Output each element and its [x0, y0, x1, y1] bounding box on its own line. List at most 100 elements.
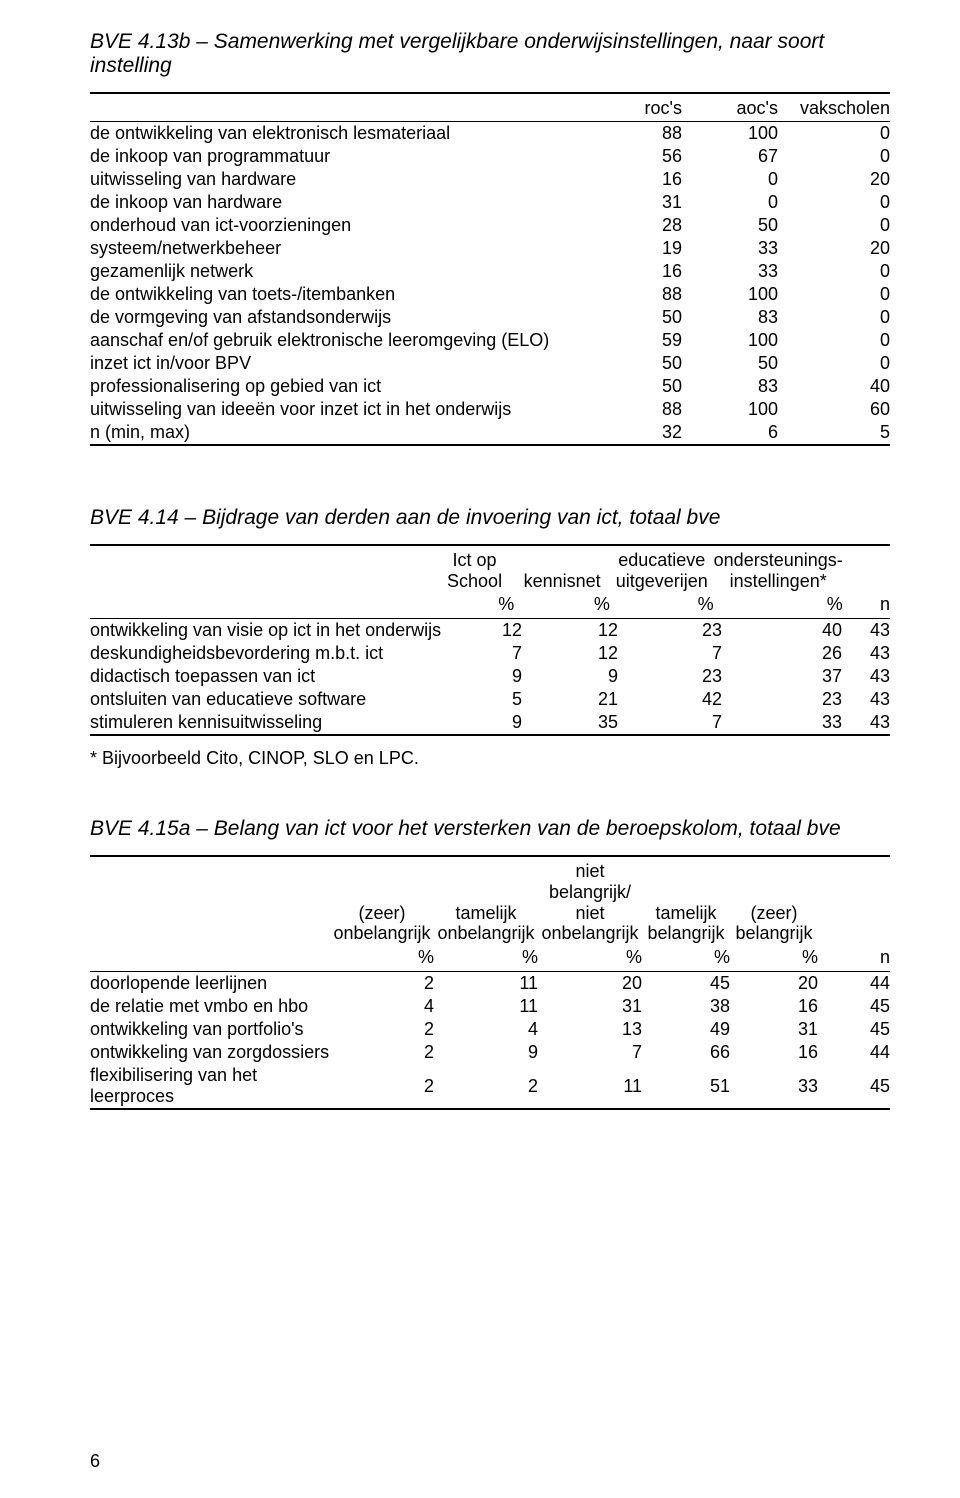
- cell-value: 32: [586, 421, 682, 444]
- row-label: stimuleren kennisuitwisseling: [90, 711, 442, 734]
- table1-title: BVE 4.13b – Samenwerking met vergelijkba…: [90, 30, 890, 78]
- cell-value: 2: [330, 1064, 434, 1108]
- col-header: (zeer)onbelangrijk: [330, 857, 434, 946]
- cell-value: 12: [522, 619, 618, 642]
- table3-header: (zeer)onbelangrijk tamelijkonbelangrijk …: [90, 857, 890, 971]
- col-header: %: [730, 946, 818, 971]
- table-row: ontwikkeling van zorgdossiers297661644: [90, 1041, 890, 1064]
- col-header: n: [843, 593, 890, 618]
- cell-value: 9: [522, 665, 618, 688]
- cell-value: 100: [682, 398, 778, 421]
- cell-value: 13: [538, 1018, 642, 1041]
- cell-value: 83: [682, 375, 778, 398]
- cell-value: 11: [434, 972, 538, 995]
- table2-header-row1: Ict opSchool kennisnet educatieveuitgeve…: [90, 546, 890, 593]
- cell-value: 0: [778, 122, 890, 145]
- cell-value: 31: [538, 995, 642, 1018]
- cell-value: 23: [722, 688, 842, 711]
- row-label: uitwisseling van hardware: [90, 168, 586, 191]
- page-number: 6: [90, 1451, 100, 1472]
- page: BVE 4.13b – Samenwerking met vergelijkba…: [0, 0, 960, 1498]
- cell-value: 88: [586, 398, 682, 421]
- row-label: uitwisseling van ideeën voor inzet ict i…: [90, 398, 586, 421]
- table-row: professionalisering op gebied van ict508…: [90, 375, 890, 398]
- cell-value: 40: [778, 375, 890, 398]
- cell-value: 0: [682, 168, 778, 191]
- table-row: de relatie met vmbo en hbo41131381645: [90, 995, 890, 1018]
- table-row: deskundigheidsbevordering m.b.t. ict7127…: [90, 642, 890, 665]
- table3-header-row1: (zeer)onbelangrijk tamelijkonbelangrijk …: [90, 857, 890, 946]
- table-row: flexibilisering van het leerproces221151…: [90, 1064, 890, 1108]
- cell-value: 23: [618, 619, 722, 642]
- col-header: ondersteunings-instellingen*: [714, 546, 843, 593]
- cell-value: 43: [842, 688, 890, 711]
- col-header: %: [538, 946, 642, 971]
- cell-value: 2: [330, 1041, 434, 1064]
- cell-value: 45: [818, 1064, 890, 1108]
- row-label: de ontwikkeling van elektronisch lesmate…: [90, 122, 586, 145]
- table-row: gezamenlijk netwerk16330: [90, 260, 890, 283]
- row-label: deskundigheidsbevordering m.b.t. ict: [90, 642, 442, 665]
- divider: [90, 734, 890, 736]
- cell-value: 43: [842, 665, 890, 688]
- col-header: tamelijkonbelangrijk: [434, 857, 538, 946]
- table-row: inzet ict in/voor BPV50500: [90, 352, 890, 375]
- cell-value: 100: [682, 122, 778, 145]
- row-label: de ontwikkeling van toets-/itembanken: [90, 283, 586, 306]
- col-header: %: [434, 946, 538, 971]
- col-header: educatieveuitgeverijen: [610, 546, 714, 593]
- cell-value: 26: [722, 642, 842, 665]
- cell-value: 6: [682, 421, 778, 444]
- cell-value: 0: [778, 145, 890, 168]
- cell-value: 50: [682, 214, 778, 237]
- cell-value: 83: [682, 306, 778, 329]
- cell-value: 0: [682, 191, 778, 214]
- cell-value: 100: [682, 283, 778, 306]
- cell-value: 21: [522, 688, 618, 711]
- table-row: doorlopende leerlijnen21120452044: [90, 972, 890, 995]
- cell-value: 9: [442, 665, 522, 688]
- table2-header: Ict opSchool kennisnet educatieveuitgeve…: [90, 546, 890, 618]
- cell-value: 16: [586, 260, 682, 283]
- cell-value: 20: [730, 972, 818, 995]
- col-header: (zeer)belangrijk: [730, 857, 818, 946]
- cell-value: 88: [586, 283, 682, 306]
- cell-value: 44: [818, 1041, 890, 1064]
- cell-value: 0: [778, 283, 890, 306]
- cell-value: 43: [842, 711, 890, 734]
- table-row: ontsluiten van educatieve software521422…: [90, 688, 890, 711]
- row-label: doorlopende leerlijnen: [90, 972, 330, 995]
- row-label: didactisch toepassen van ict: [90, 665, 442, 688]
- row-label: ontwikkeling van visie op ict in het ond…: [90, 619, 442, 642]
- cell-value: 20: [538, 972, 642, 995]
- cell-value: 35: [522, 711, 618, 734]
- cell-value: 0: [778, 191, 890, 214]
- table-row: didactisch toepassen van ict99233743: [90, 665, 890, 688]
- cell-value: 43: [842, 642, 890, 665]
- cell-value: 20: [778, 237, 890, 260]
- cell-value: 7: [442, 642, 522, 665]
- table2-body: ontwikkeling van visie op ict in het ond…: [90, 619, 890, 734]
- table-row: uitwisseling van ideeën voor inzet ict i…: [90, 398, 890, 421]
- cell-value: 7: [538, 1041, 642, 1064]
- row-label: de inkoop van programmatuur: [90, 145, 586, 168]
- col-header: [90, 857, 330, 946]
- cell-value: 66: [642, 1041, 730, 1064]
- table2-title: BVE 4.14 – Bijdrage van derden aan de in…: [90, 506, 890, 530]
- cell-value: 0: [778, 329, 890, 352]
- cell-value: 11: [434, 995, 538, 1018]
- table-row: de vormgeving van afstandsonderwijs50830: [90, 306, 890, 329]
- row-label: ontsluiten van educatieve software: [90, 688, 442, 711]
- table-row: onderhoud van ict-voorzieningen28500: [90, 214, 890, 237]
- table-row: ontwikkeling van visie op ict in het ond…: [90, 619, 890, 642]
- cell-value: 5: [778, 421, 890, 444]
- col-header: %: [610, 593, 714, 618]
- table-row: systeem/netwerkbeheer193320: [90, 237, 890, 260]
- table-row: stimuleren kennisuitwisseling93573343: [90, 711, 890, 734]
- row-label: aanschaf en/of gebruik elektronische lee…: [90, 329, 586, 352]
- col-header: %: [514, 593, 610, 618]
- col-header: nietbelangrijk/nietonbelangrijk: [538, 857, 642, 946]
- cell-value: 59: [586, 329, 682, 352]
- cell-value: 45: [818, 1018, 890, 1041]
- col-header: %: [714, 593, 843, 618]
